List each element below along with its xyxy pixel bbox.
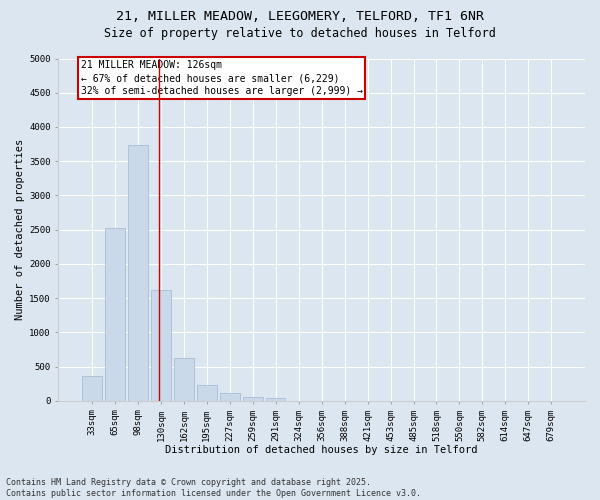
Bar [128, 146, 148, 401]
Text: Contains HM Land Registry data © Crown copyright and database right 2025.
Contai: Contains HM Land Registry data © Crown c… [6, 478, 421, 498]
X-axis label: Distribution of detached houses by size in Telford: Distribution of detached houses by size … [166, 445, 478, 455]
Bar [220, 392, 239, 401]
Bar [243, 397, 263, 401]
Text: Size of property relative to detached houses in Telford: Size of property relative to detached ho… [104, 28, 496, 40]
Y-axis label: Number of detached properties: Number of detached properties [15, 139, 25, 320]
Text: 21 MILLER MEADOW: 126sqm
← 67% of detached houses are smaller (6,229)
32% of sem: 21 MILLER MEADOW: 126sqm ← 67% of detach… [80, 60, 362, 96]
Bar [174, 358, 194, 401]
Bar [82, 376, 102, 401]
Bar [151, 290, 170, 401]
Bar [197, 385, 217, 401]
Bar [266, 398, 286, 401]
Text: 21, MILLER MEADOW, LEEGOMERY, TELFORD, TF1 6NR: 21, MILLER MEADOW, LEEGOMERY, TELFORD, T… [116, 10, 484, 23]
Bar [105, 228, 125, 401]
